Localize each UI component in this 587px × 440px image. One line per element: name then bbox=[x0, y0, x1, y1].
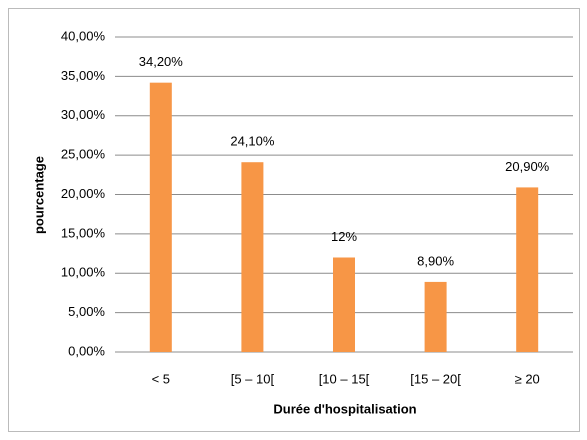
bar bbox=[149, 82, 172, 353]
x-tick-label: [10 – 15[ bbox=[319, 371, 370, 386]
value-label: 12% bbox=[331, 229, 357, 244]
x-tick-label: [15 – 20[ bbox=[410, 371, 461, 386]
value-label: 20,90% bbox=[505, 159, 550, 174]
value-label: 8,90% bbox=[417, 253, 454, 268]
bar bbox=[241, 162, 264, 352]
y-tick-label: 0,00% bbox=[68, 343, 105, 358]
x-tick-label: < 5 bbox=[152, 371, 170, 386]
y-tick-label: 20,00% bbox=[61, 186, 106, 201]
bar bbox=[424, 281, 447, 352]
value-label: 34,20% bbox=[139, 54, 184, 69]
y-tick-label: 10,00% bbox=[61, 265, 106, 280]
x-tick-label: [5 – 10[ bbox=[231, 371, 275, 386]
value-label: 24,10% bbox=[230, 134, 275, 149]
x-axis-title: Durée d'hospitalisation bbox=[273, 401, 416, 416]
y-axis-title: pourcentage bbox=[31, 156, 46, 234]
y-tick-label: 25,00% bbox=[61, 147, 106, 162]
bar bbox=[333, 257, 355, 352]
y-tick-label: 30,00% bbox=[61, 107, 106, 122]
x-tick-label: ≥ 20 bbox=[515, 371, 540, 386]
y-tick-label: 15,00% bbox=[61, 225, 106, 240]
bar bbox=[516, 187, 539, 352]
y-tick-label: 5,00% bbox=[68, 304, 105, 319]
chart-border bbox=[8, 8, 580, 432]
y-tick-label: 35,00% bbox=[61, 68, 106, 83]
y-tick-label: 40,00% bbox=[61, 28, 106, 43]
